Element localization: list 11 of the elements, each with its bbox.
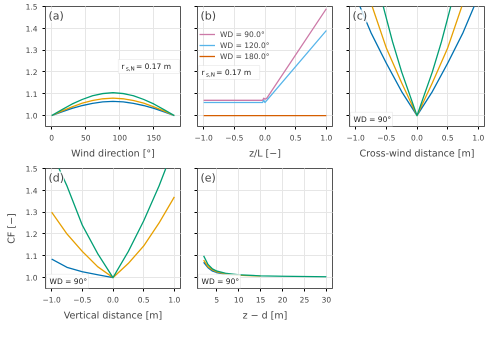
chart-title: (c) <box>352 10 368 22</box>
chart-title: (e) <box>200 172 216 184</box>
chart-title: (a) <box>48 10 64 22</box>
chart-title: (b) <box>200 10 216 22</box>
x-axis-title: z − d [m] <box>242 310 288 322</box>
x-axis-title: Wind direction [°] <box>71 148 155 160</box>
x-axis-title: z/L [−] <box>249 148 281 160</box>
chart-title: (d) <box>48 172 64 184</box>
x-axis-title: Vertical distance [m] <box>64 310 162 322</box>
y-axis-title: CF [−] <box>6 213 18 244</box>
x-axis-title: Cross-wind distance [m] <box>360 148 474 160</box>
